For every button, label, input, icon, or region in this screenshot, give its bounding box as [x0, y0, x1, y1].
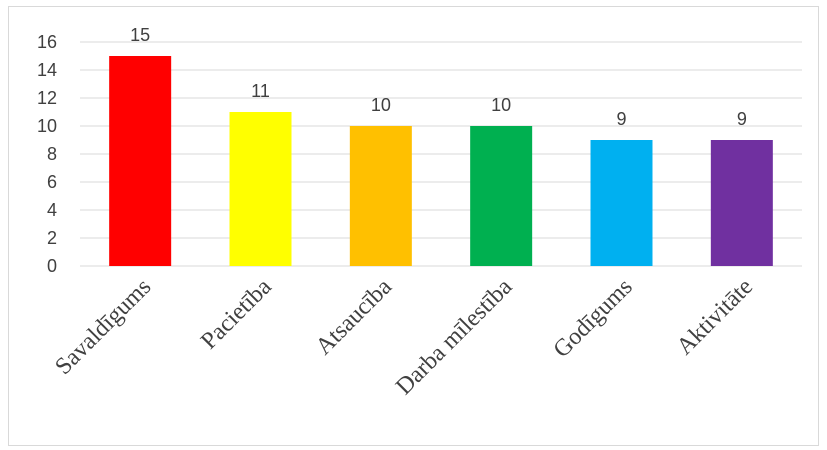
x-tick-label: Atsaucība [311, 274, 397, 360]
y-tick-label: 0 [47, 256, 57, 276]
x-tick-label: Pacietība [196, 274, 277, 355]
y-tick-label: 12 [37, 88, 57, 108]
y-tick-label: 16 [37, 32, 57, 52]
data-label: 10 [371, 95, 391, 115]
bar [349, 126, 412, 266]
gridlines [80, 41, 802, 267]
x-tick-label: Darba mīlestība [391, 274, 518, 401]
y-tick-label: 8 [47, 144, 57, 164]
data-labels: 15 11 10 10 9 9 [130, 25, 747, 129]
data-label: 10 [491, 95, 511, 115]
data-label: 9 [616, 109, 626, 129]
x-tick-label: Savaldīgums [50, 274, 156, 380]
bar [590, 140, 653, 266]
y-tick-label: 2 [47, 228, 57, 248]
bar [470, 126, 533, 266]
bars [109, 56, 773, 266]
bar [229, 112, 292, 266]
y-tick-label: 4 [47, 200, 57, 220]
data-label: 9 [737, 109, 747, 129]
y-axis-ticks: 0 2 4 6 8 10 12 14 16 [37, 32, 57, 276]
y-tick-label: 14 [37, 60, 57, 80]
data-label: 15 [130, 25, 150, 45]
x-tick-label: Aktivitāte [672, 274, 758, 360]
data-label: 11 [251, 81, 270, 101]
y-tick-label: 6 [47, 172, 57, 192]
bar [109, 56, 172, 266]
bar [710, 140, 773, 266]
y-tick-label: 10 [37, 116, 57, 136]
x-tick-label: Godīgums [549, 274, 638, 363]
